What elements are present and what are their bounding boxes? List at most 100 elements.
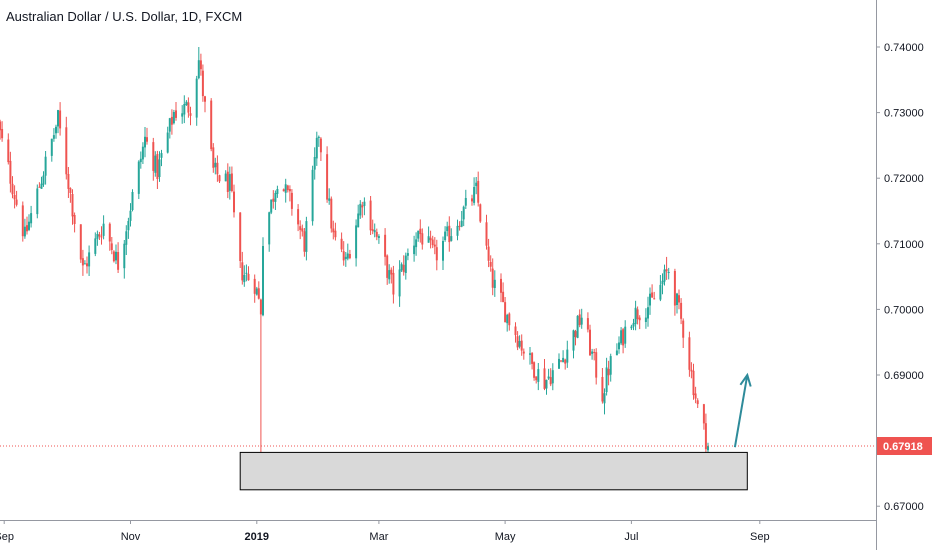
time-axis[interactable]: Sep Nov 2019 Mar May Jul Sep [0,520,876,543]
candle-body [330,198,333,229]
candle-body [618,342,620,350]
candle-body [535,376,538,381]
candle-body [644,317,647,322]
candle-body [247,273,250,281]
candle-body [493,279,496,288]
candle-body [55,126,57,134]
candle-body [15,199,18,205]
candle-body [560,360,562,362]
candle-body [195,78,198,118]
candle-body [42,175,45,185]
candle-body [363,201,366,206]
candle-body [562,357,565,363]
candle-body [65,127,68,175]
candle-body [340,238,343,250]
candle-body [504,302,507,323]
candle-body [529,353,531,355]
price-tick-label: 0.70000 [884,304,924,316]
candle-body [197,60,200,79]
time-tick-label: May [495,531,516,543]
candle-body [0,121,2,131]
candle-body [371,229,374,231]
candle-body [477,180,480,203]
candle-body [361,205,364,208]
candle-body [531,353,534,364]
price-tick-label: 0.71000 [884,239,924,251]
candle-body [502,291,505,303]
candle-body [131,192,134,210]
candle-body [79,224,82,260]
candle-body [355,225,358,259]
candle-body [67,174,70,189]
candle-body [69,188,72,193]
candle-body [665,269,668,272]
candle-body [404,255,407,273]
candle-body [514,326,517,336]
candle-body [50,138,53,156]
candle-body [348,254,351,259]
candle-body [160,153,163,158]
candle-body [516,336,519,348]
candle-body [125,231,128,245]
candle-body [692,370,695,396]
candle-body [653,298,656,300]
candle-body [680,302,683,319]
candle-body [673,271,676,306]
price-axis[interactable]: 0.74000 0.73000 0.72000 0.71000 0.70000 0.690… [876,0,932,550]
candle-body [572,330,575,351]
candle-body [574,331,577,338]
candle-body [373,230,376,233]
candles [0,47,709,477]
candle-body [245,272,248,274]
candle-body [311,169,314,222]
candle-body [647,307,649,319]
candle-body [667,272,670,273]
candle-body [212,147,215,168]
candle-body [52,135,55,139]
candle-body [342,251,345,261]
candle-body [152,142,155,171]
candle-body [144,136,146,148]
candle-body [137,161,140,194]
candle-body [489,262,492,267]
candle-body [413,245,416,255]
candle-body [83,263,86,265]
candle-body [357,213,360,228]
candle-body [649,293,651,306]
candle-body [593,352,596,353]
candle-body [317,136,320,138]
price-tick-label: 0.73000 [884,108,924,120]
candle-body [471,198,473,202]
chart-title: Australian Dollar / U.S. Dollar, 1D, FXC… [6,9,243,24]
candle-body [419,228,422,235]
candle-body [444,231,447,240]
time-tick-label: Sep [0,531,14,543]
candle-body [284,184,287,193]
candle-body [241,262,244,281]
candle-body [334,230,337,238]
candle-body [522,351,525,354]
candle-body [458,225,461,227]
candle-body [377,236,380,238]
candle-body [108,223,111,242]
candle-body [259,299,262,315]
candle-body [659,284,662,300]
candle-body [224,173,227,182]
candle-body [545,379,548,389]
candle-body [346,253,349,259]
time-tick-label: Mar [369,531,388,543]
candle-body [175,110,177,118]
candle-body [226,171,229,192]
candle-body [580,317,583,325]
overlays [0,372,876,491]
candle-body [94,238,97,254]
last-price-tag [877,437,932,455]
candle-body [183,104,186,115]
price-tick-label: 0.69000 [884,370,924,382]
candle-body [491,268,494,288]
candle-body [624,326,627,344]
candle-body [564,359,567,364]
candle-body [518,341,521,347]
